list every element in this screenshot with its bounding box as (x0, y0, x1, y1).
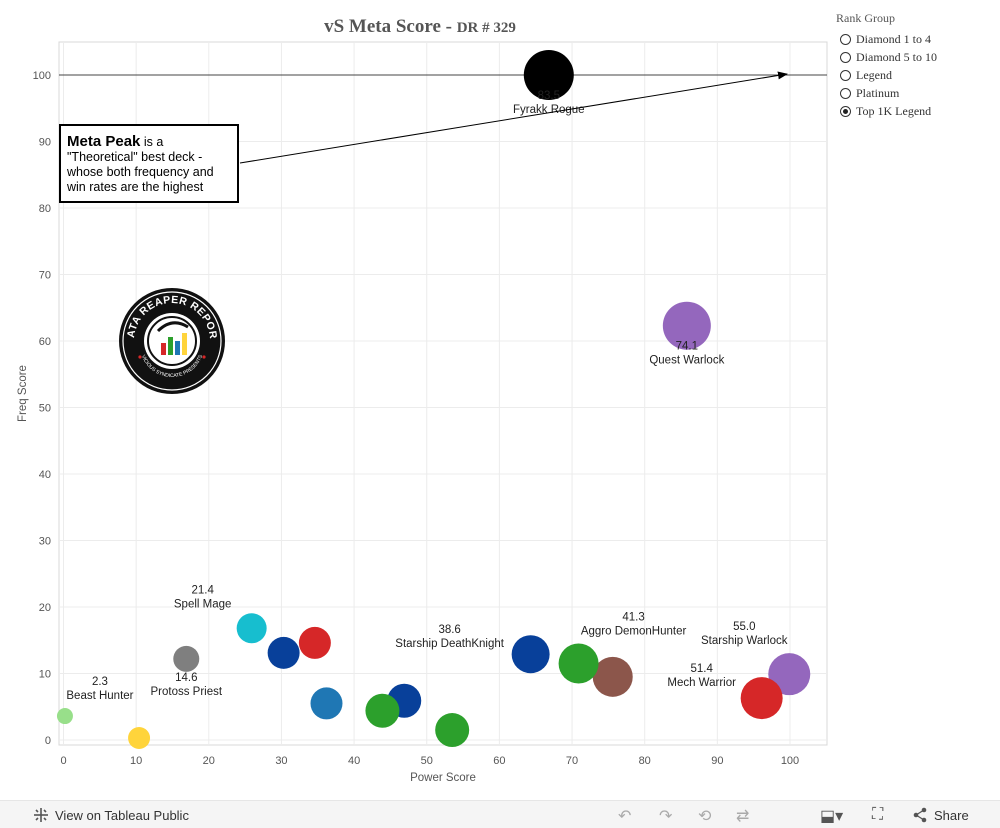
radio-icon[interactable] (840, 51, 851, 63)
data-point (310, 687, 343, 720)
data-value-label: 2.3 (92, 676, 108, 688)
chart-title-sub: DR # 329 (456, 20, 516, 36)
x-tick-label: 50 (421, 755, 433, 767)
data-point (740, 677, 783, 720)
x-tick-label: 0 (60, 755, 66, 767)
annotation-arrow (239, 71, 788, 164)
radio-icon[interactable] (840, 87, 851, 99)
tableau-logo-icon (34, 808, 48, 822)
data-point-label: Protoss Priest (150, 686, 222, 698)
view-on-tableau-label: View on Tableau Public (55, 807, 189, 823)
data-value-label: 74.1 (676, 341, 698, 353)
y-tick-label: 80 (39, 203, 51, 215)
data-point-label: Mech Warrior (667, 677, 736, 689)
chart-title: vS Meta Score - DR # 329 (0, 16, 840, 38)
data-point-label: Beast Hunter (66, 690, 133, 702)
data-point (173, 645, 200, 672)
annotation-text: is a "Theoretical" best deck - whose bot… (67, 135, 214, 194)
x-tick-label: 30 (275, 755, 287, 767)
scatter-plot: 0 10 20 30 40 50 60 70 80 90 100 0 10 20 30 40 50 60 70 80 9… (17, 41, 828, 784)
y-tick-label: 30 (39, 536, 51, 548)
share-icon (913, 807, 927, 823)
y-tick-label: 20 (39, 602, 51, 614)
legend-option-label: Platinum (856, 85, 900, 100)
data-point (267, 636, 300, 669)
fullscreen-icon[interactable]: ⛶ (872, 806, 884, 823)
data-value-label: 38.6 (438, 624, 460, 636)
x-tick-label: 90 (711, 755, 723, 767)
legend-option-diamond-5-10[interactable]: Diamond 5 to 10 (836, 48, 937, 66)
data-reaper-logo: DATA REAPER REPORT VICIOUS SYNDICATE PRE… (118, 287, 225, 394)
annotation-bold: Meta Peak (67, 133, 141, 150)
data-point (128, 727, 151, 750)
data-point (56, 708, 73, 725)
y-axis-label: Freq Score (17, 365, 29, 422)
x-tick-label: 40 (348, 755, 360, 767)
legend-title: Rank Group (836, 11, 895, 25)
x-tick-label: 80 (639, 755, 651, 767)
tableau-footer: View on Tableau Public ↶ ↷ ⟲ ⇄ ⬓▾ ⛶ Shar… (0, 800, 1000, 828)
data-point (298, 626, 331, 659)
meta-peak-annotation: Meta Peak is a "Theoretical" best deck -… (59, 124, 239, 203)
data-point (365, 693, 400, 728)
view-on-tableau-link[interactable]: View on Tableau Public (33, 807, 189, 823)
y-tick-label: 40 (39, 469, 51, 481)
legend-option-label: Top 1K Legend (856, 103, 932, 118)
undo-icon[interactable]: ↶ (618, 808, 632, 825)
y-tick-label: 0 (45, 735, 51, 747)
data-value-label: 83.5 (538, 90, 560, 102)
chart-title-main: vS Meta Score - (324, 16, 452, 37)
legend-option-label: Diamond 5 to 10 (856, 49, 937, 64)
rank-group-legend: Rank Group Diamond 1 to 4 Diamond 5 to 1… (836, 11, 937, 120)
data-point (768, 653, 811, 696)
data-point (523, 50, 574, 100)
download-icon[interactable]: ⬓▾ (820, 808, 844, 825)
data-point (662, 301, 711, 350)
data-point (435, 713, 470, 748)
legend-option-legend[interactable]: Legend (836, 66, 937, 84)
data-value-label: 51.4 (690, 663, 713, 675)
refresh-icon[interactable]: ⇄ (736, 808, 750, 825)
x-tick-label: 70 (566, 755, 578, 767)
y-tick-label: 100 (33, 70, 51, 82)
data-point-label: Quest Warlock (649, 355, 724, 367)
data-point-label: Aggro DemonHunter (581, 626, 687, 638)
data-point (558, 643, 599, 684)
radio-selected-icon[interactable] (840, 105, 851, 117)
data-point-label: Starship DeathKnight (395, 638, 504, 650)
data-point-label: Starship Warlock (701, 635, 788, 647)
legend-option-top-1k-legend[interactable]: Top 1K Legend (836, 102, 937, 120)
revert-icon[interactable]: ⟲ (698, 808, 712, 825)
radio-icon[interactable] (840, 69, 851, 81)
x-tick-label: 100 (781, 755, 799, 767)
data-point (236, 613, 267, 644)
x-tick-label: 10 (130, 755, 142, 767)
data-point-label: Fyrakk Rogue (513, 104, 585, 116)
radio-icon[interactable] (840, 33, 851, 45)
legend-option-platinum[interactable]: Platinum (836, 84, 937, 102)
y-tick-label: 50 (39, 403, 51, 415)
redo-icon[interactable]: ↷ (659, 808, 673, 825)
data-value-label: 55.0 (733, 621, 755, 633)
share-label: Share (934, 807, 969, 823)
data-value-label: 41.3 (622, 612, 644, 624)
data-point-label: Spell Mage (174, 598, 232, 610)
data-point (511, 635, 550, 674)
share-button[interactable]: Share (912, 807, 969, 823)
y-tick-label: 60 (39, 336, 51, 348)
data-value-label: 14.6 (175, 672, 197, 684)
legend-option-diamond-1-4[interactable]: Diamond 1 to 4 (836, 30, 937, 48)
y-tick-label: 90 (39, 137, 51, 149)
data-point (592, 656, 633, 697)
x-tick-label: 20 (203, 755, 215, 767)
legend-option-label: Legend (856, 67, 892, 82)
y-tick-label: 70 (39, 270, 51, 282)
y-tick-label: 10 (39, 669, 51, 681)
x-tick-label: 60 (493, 755, 505, 767)
data-value-label: 21.4 (191, 584, 214, 596)
legend-option-label: Diamond 1 to 4 (856, 31, 931, 46)
x-axis-label: Power Score (410, 772, 476, 784)
